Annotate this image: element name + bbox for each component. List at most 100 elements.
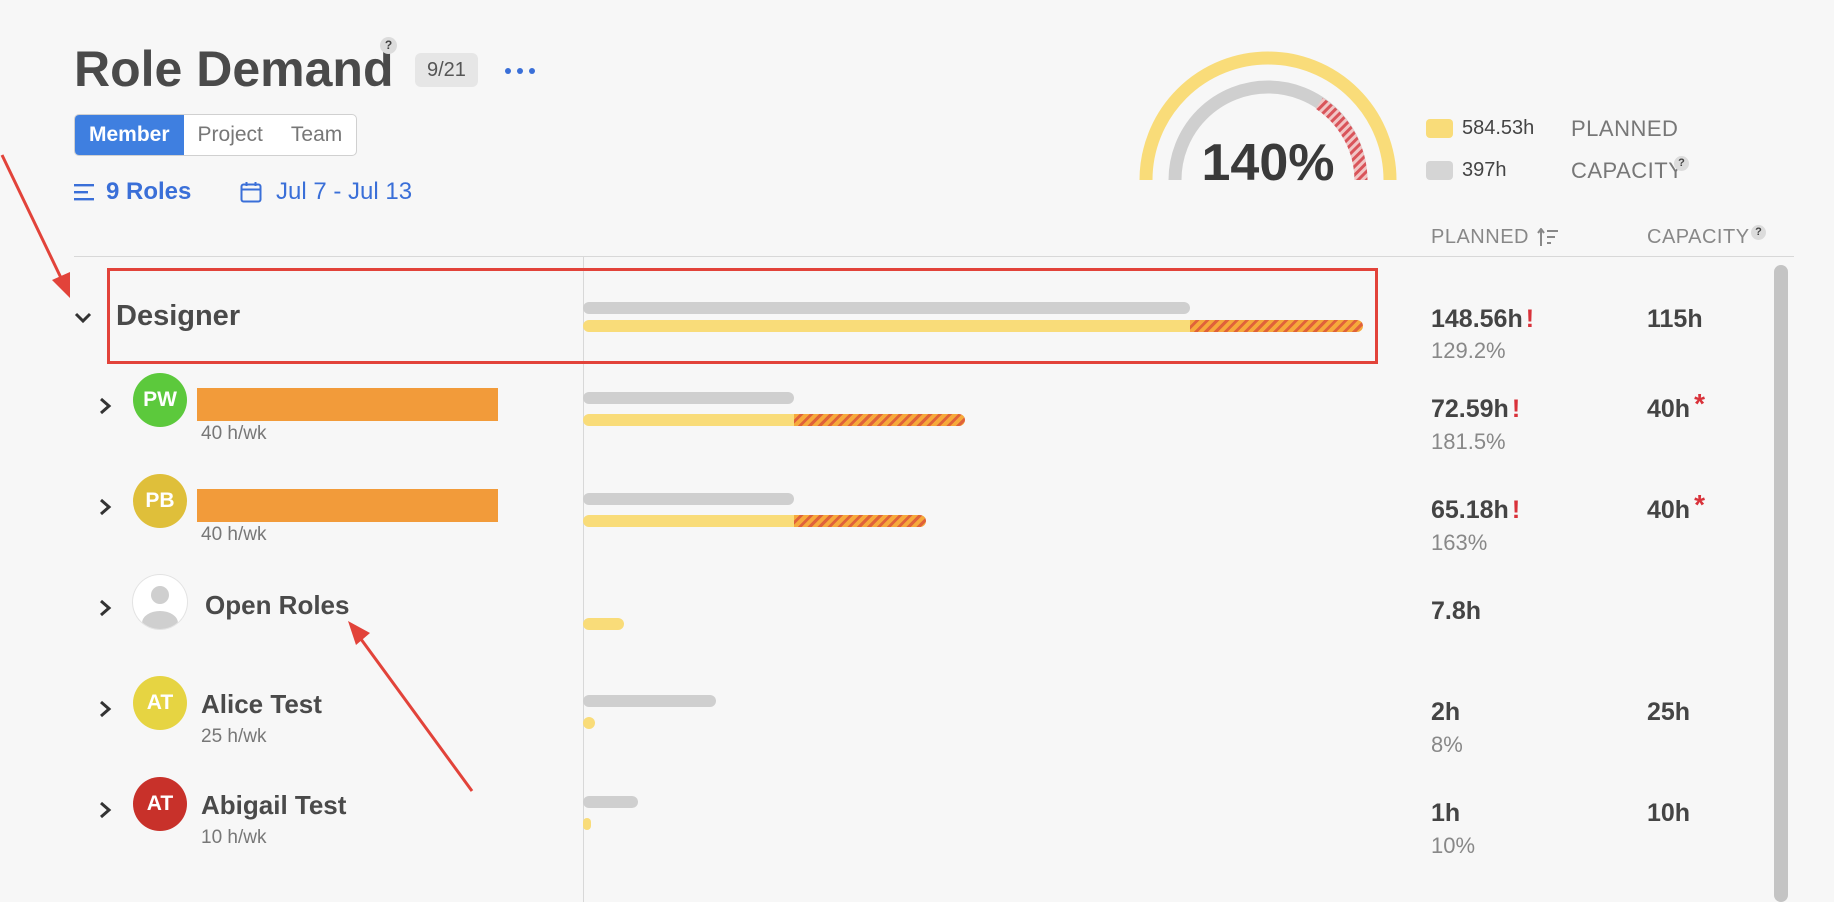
- expand-chevron-icon[interactable]: [98, 395, 112, 421]
- tab-team[interactable]: Team: [290, 123, 343, 146]
- expand-chevron-icon[interactable]: [98, 597, 112, 623]
- help-icon[interactable]: ?: [380, 37, 397, 54]
- expand-chevron-icon[interactable]: [98, 698, 112, 724]
- capacity-help-icon[interactable]: ?: [1674, 156, 1689, 171]
- utilization-gauge: 140%: [1139, 51, 1397, 190]
- sort-icon[interactable]: [1537, 227, 1559, 248]
- date-range-label: Jul 7 - Jul 13: [276, 178, 413, 205]
- planned-percent: 181.5%: [1431, 429, 1506, 454]
- group-planned-value: 148.56h!: [1431, 305, 1535, 333]
- planned-hours: 1h: [1431, 799, 1461, 827]
- planned-value: 2h: [1431, 698, 1460, 727]
- member-rate: 10 h/wk: [201, 827, 267, 848]
- collapse-chevron-icon[interactable]: [74, 305, 92, 331]
- scrollbar[interactable]: [1774, 265, 1788, 902]
- overallocated-icon: !: [1525, 305, 1535, 333]
- capacity-swatch: [1426, 161, 1453, 180]
- capacity-hours: 10h: [1647, 799, 1691, 827]
- planned-percent: 10%: [1431, 833, 1476, 858]
- group-capacity-value: 115h: [1647, 305, 1703, 333]
- planned-bar: [583, 818, 591, 830]
- roles-filter[interactable]: 9 Roles: [74, 178, 191, 206]
- capacity-bar: [583, 695, 716, 707]
- group-overage-bar: [1189, 320, 1363, 332]
- capacity-note-icon: *: [1694, 489, 1705, 520]
- expand-chevron-icon[interactable]: [98, 496, 112, 522]
- gauge-percent: 140%: [1202, 134, 1335, 190]
- capacity-column-help-icon[interactable]: ?: [1751, 225, 1766, 240]
- placeholder-avatar-icon: [133, 575, 187, 629]
- group-name[interactable]: Designer: [116, 300, 241, 332]
- redacted-name: [197, 388, 498, 421]
- expand-chevron-icon[interactable]: [98, 799, 112, 825]
- member-name[interactable]: Abigail Test: [201, 790, 347, 820]
- table-top-divider: [74, 256, 1794, 257]
- capacity-legend-label: CAPACITY: [1571, 158, 1684, 183]
- list-icon: [74, 184, 94, 201]
- avatar: PB: [133, 474, 187, 528]
- capacity-column-label: CAPACITY: [1647, 226, 1750, 248]
- planned-percent: 8%: [1431, 732, 1463, 757]
- chevron-right-icon: [100, 498, 112, 516]
- date-badge: 9/21: [415, 53, 478, 87]
- capacity-value: 40h *: [1647, 388, 1705, 424]
- calendar-icon: [240, 182, 262, 203]
- redacted-name: [197, 489, 498, 522]
- annotation-arrow-icon: [0, 154, 70, 298]
- planned-bar: [583, 414, 794, 426]
- capacity-total: 397h: [1462, 159, 1507, 181]
- chevron-right-icon: [100, 801, 112, 819]
- chevron-right-icon: [100, 397, 112, 415]
- planned-bar: [583, 618, 625, 630]
- avatar: PW: [133, 373, 187, 427]
- planned-hours: 2h: [1431, 698, 1461, 726]
- capacity-bar: [583, 392, 794, 404]
- planned-hours: 65.18h: [1431, 496, 1509, 524]
- annotation-highlight-box: [107, 268, 1378, 364]
- member-name[interactable]: Alice Test: [201, 689, 322, 719]
- member-name[interactable]: Open Roles: [205, 590, 350, 620]
- planned-hours: 7.8h: [1431, 597, 1482, 625]
- overage-bar: [793, 414, 966, 426]
- capacity-value: 25h: [1647, 698, 1690, 727]
- planned-value: 65.18h!: [1431, 496, 1520, 525]
- bar-column-divider: [583, 256, 584, 902]
- planned-hours: 72.59h: [1431, 395, 1509, 423]
- capacity-bar: [583, 493, 794, 505]
- tab-member[interactable]: Member: [75, 115, 184, 155]
- chevron-down-icon: [74, 312, 92, 324]
- planned-bar: [583, 515, 794, 527]
- overage-bar: [793, 515, 927, 527]
- planned-bar: [583, 717, 595, 729]
- planned-percent: 163%: [1431, 530, 1488, 555]
- overallocated-icon: !: [1511, 496, 1521, 524]
- roles-filter-label: 9 Roles: [106, 178, 192, 205]
- planned-value: 72.59h!: [1431, 395, 1520, 424]
- avatar: AT: [133, 777, 187, 831]
- capacity-hours: 40h: [1647, 496, 1691, 524]
- planned-value: 7.8h: [1431, 597, 1481, 626]
- date-range-picker[interactable]: Jul 7 - Jul 13: [240, 178, 412, 206]
- capacity-value: 40h *: [1647, 489, 1705, 525]
- capacity-column-header: CAPACITY: [1647, 226, 1750, 249]
- group-planned-bar: [583, 320, 1190, 332]
- capacity-hours: 40h: [1647, 395, 1691, 423]
- capacity-bar: [583, 796, 638, 808]
- capacity-note-icon: *: [1694, 388, 1705, 419]
- tab-project[interactable]: Project: [197, 123, 263, 146]
- capacity-value: 10h: [1647, 799, 1690, 828]
- planned-total: 584.53h: [1462, 117, 1535, 139]
- planned-swatch: [1426, 119, 1453, 138]
- planned-legend-label: PLANNED: [1571, 116, 1679, 141]
- member-rate: 40 h/wk: [201, 423, 267, 444]
- more-options-icon[interactable]: [505, 68, 535, 74]
- planned-value: 1h: [1431, 799, 1460, 828]
- capacity-hours: 25h: [1647, 698, 1691, 726]
- group-percent: 129.2%: [1431, 338, 1506, 363]
- chevron-right-icon: [100, 700, 112, 718]
- member-rate: 40 h/wk: [201, 524, 267, 545]
- avatar: AT: [133, 676, 187, 730]
- chevron-right-icon: [100, 599, 112, 617]
- planned-column-header[interactable]: PLANNED: [1431, 226, 1559, 249]
- page-title: Role Demand: [74, 41, 394, 97]
